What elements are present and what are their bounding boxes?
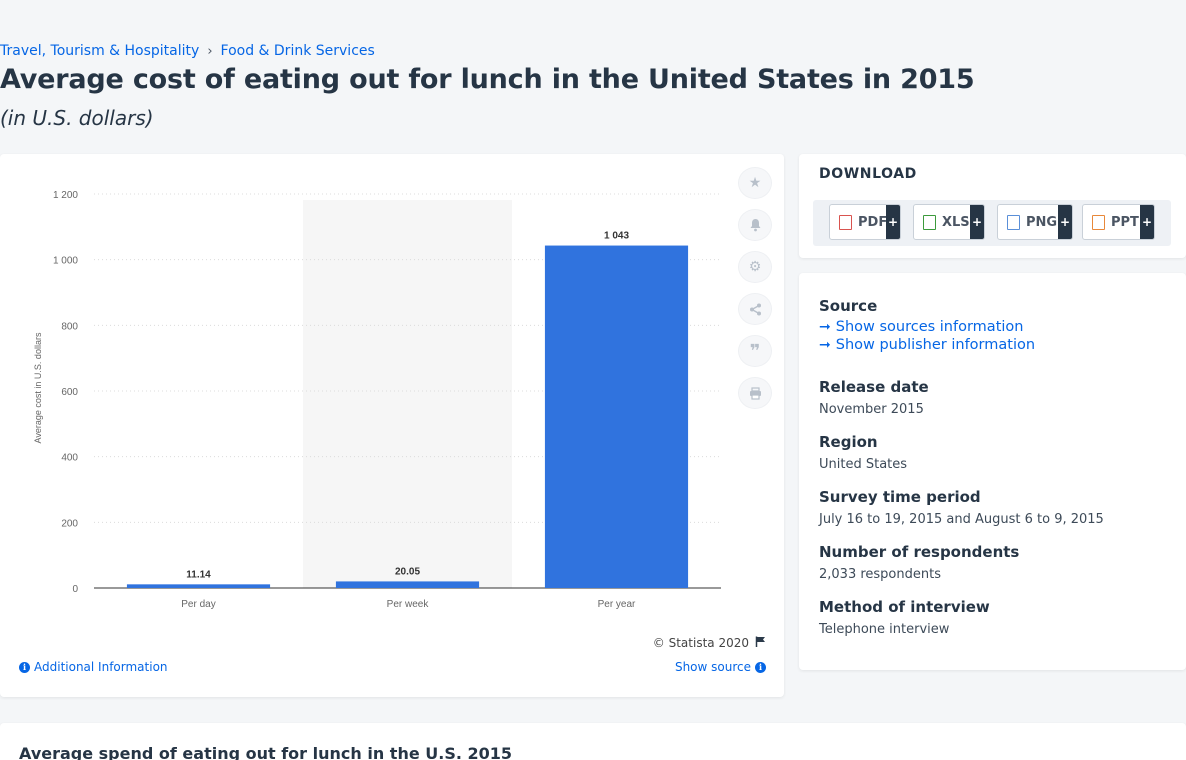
breadcrumb-item-food-drink[interactable]: Food & Drink Services bbox=[220, 43, 375, 59]
survey-period-value: July 16 to 19, 2015 and August 6 to 9, 2… bbox=[819, 512, 1104, 527]
highlight-band bbox=[303, 200, 512, 588]
related-statistic-title[interactable]: Average spend of eating out for lunch in… bbox=[19, 744, 513, 760]
survey-period-label: Survey time period bbox=[819, 488, 981, 506]
additional-information-link[interactable]: i Additional Information bbox=[19, 660, 168, 674]
show-sources-link[interactable]: ➞ Show sources information bbox=[819, 319, 1035, 335]
quote-icon[interactable]: ❞ bbox=[738, 335, 772, 367]
release-date-label: Release date bbox=[819, 378, 929, 396]
bar-per-year bbox=[544, 245, 689, 588]
method-label: Method of interview bbox=[819, 598, 990, 616]
show-source-link[interactable]: Show source i bbox=[675, 660, 766, 674]
breadcrumb-separator: › bbox=[207, 43, 213, 59]
y-tick-label: 400 bbox=[61, 453, 78, 464]
bar-per-day bbox=[126, 584, 271, 588]
y-tick-label: 1 200 bbox=[53, 190, 78, 201]
release-date-value: November 2015 bbox=[819, 402, 924, 417]
x-tick-label: Per week bbox=[387, 599, 430, 610]
method-section: Method of interview Telephone interview bbox=[819, 598, 990, 637]
print-icon[interactable] bbox=[738, 377, 772, 409]
related-statistic-card: Average spend of eating out for lunch in… bbox=[0, 723, 1186, 760]
share-icon[interactable] bbox=[738, 293, 772, 325]
y-tick-label: 600 bbox=[61, 387, 78, 398]
release-date-section: Release date November 2015 bbox=[819, 378, 929, 417]
info-icon: i bbox=[755, 661, 766, 673]
arrow-right-icon: ➞ bbox=[819, 337, 831, 353]
y-axis-title: Average cost in U.S. dollars bbox=[33, 332, 43, 443]
region-label: Region bbox=[819, 433, 878, 451]
show-source-label: Show source bbox=[674, 660, 751, 674]
statistic-details: Source ➞ Show sources information ➞ Show… bbox=[799, 273, 1186, 670]
download-title: DOWNLOAD bbox=[819, 166, 917, 182]
show-publisher-label: Show publisher information bbox=[835, 337, 1036, 353]
flag-icon[interactable] bbox=[755, 636, 766, 650]
png-file-icon bbox=[1007, 214, 1020, 230]
breadcrumb-item-travel[interactable]: Travel, Tourism & Hospitality bbox=[0, 43, 200, 59]
download-xls-button[interactable]: XLS + bbox=[913, 204, 985, 240]
survey-period-section: Survey time period July 16 to 19, 2015 a… bbox=[819, 488, 1104, 527]
download-card: DOWNLOAD PDF + XLS + PNG + PPT + bbox=[799, 154, 1186, 258]
arrow-right-icon: ➞ bbox=[819, 319, 831, 335]
download-ppt-button[interactable]: PPT + bbox=[1082, 204, 1155, 240]
data-label: 20.05 bbox=[395, 566, 420, 577]
ppt-file-icon bbox=[1092, 214, 1105, 230]
download-png-label: PNG bbox=[1026, 214, 1058, 230]
chart-card: 0 200 400 600 800 1 000 1 200 Average cost in U… bbox=[0, 154, 784, 697]
breadcrumb: Travel, Tourism & Hospitality › Food & D… bbox=[0, 43, 375, 59]
data-label: 11.14 bbox=[186, 569, 211, 580]
download-xls-label: XLS bbox=[942, 214, 970, 230]
chart-toolbar: ★ ⚙ ❞ bbox=[738, 167, 772, 409]
xls-file-icon bbox=[923, 214, 936, 230]
pdf-file-icon bbox=[839, 214, 852, 230]
show-sources-label: Show sources information bbox=[835, 319, 1024, 335]
page-title: Average cost of eating out for lunch in … bbox=[0, 64, 975, 95]
download-ppt-label: PPT bbox=[1111, 214, 1139, 230]
y-tick-label: 800 bbox=[61, 321, 78, 332]
download-pdf-label: PDF bbox=[858, 214, 888, 230]
download-buttons: PDF + XLS + PNG + PPT + bbox=[813, 200, 1171, 246]
top-bar bbox=[0, 0, 1186, 40]
plus-icon[interactable]: + bbox=[1140, 205, 1154, 239]
copyright-text: © Statista 2020 bbox=[652, 636, 749, 650]
info-icon: i bbox=[19, 661, 30, 673]
additional-information-label: Additional Information bbox=[34, 660, 168, 674]
star-icon[interactable]: ★ bbox=[738, 167, 772, 199]
y-tick-label: 200 bbox=[61, 518, 78, 529]
respondents-value: 2,033 respondents bbox=[819, 567, 941, 582]
download-png-button[interactable]: PNG + bbox=[997, 204, 1073, 240]
download-pdf-button[interactable]: PDF + bbox=[829, 204, 901, 240]
copyright: © Statista 2020 bbox=[653, 636, 766, 650]
x-tick-label: Per year bbox=[598, 599, 636, 610]
data-label: 1 043 bbox=[604, 231, 629, 242]
gear-icon[interactable]: ⚙ bbox=[738, 251, 772, 283]
bell-icon[interactable] bbox=[738, 209, 772, 241]
plus-icon[interactable]: + bbox=[1058, 205, 1072, 239]
bar-per-week bbox=[335, 581, 480, 588]
region-section: Region United States bbox=[819, 433, 907, 472]
source-label: Source bbox=[819, 297, 878, 315]
plus-icon[interactable]: + bbox=[886, 205, 900, 239]
page-subtitle: (in U.S. dollars) bbox=[0, 106, 154, 130]
respondents-section: Number of respondents 2,033 respondents bbox=[819, 543, 1019, 582]
source-section: Source ➞ Show sources information ➞ Show… bbox=[819, 297, 1035, 353]
show-publisher-link[interactable]: ➞ Show publisher information bbox=[819, 337, 1035, 353]
plus-icon[interactable]: + bbox=[970, 205, 984, 239]
y-tick-label: 1 000 bbox=[53, 256, 78, 267]
x-tick-label: Per day bbox=[181, 599, 215, 610]
y-tick-label: 0 bbox=[72, 584, 78, 595]
respondents-label: Number of respondents bbox=[819, 543, 1020, 561]
region-value: United States bbox=[819, 457, 908, 472]
bar-chart: 0 200 400 600 800 1 000 1 200 Average cost in U… bbox=[33, 190, 721, 610]
method-value: Telephone interview bbox=[819, 622, 950, 637]
